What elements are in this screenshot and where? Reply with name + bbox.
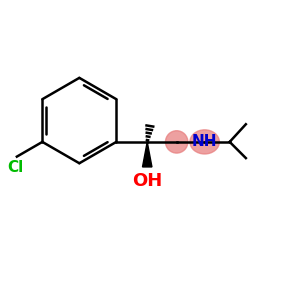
Ellipse shape [190, 130, 219, 154]
Circle shape [166, 131, 188, 153]
Text: NH: NH [192, 134, 218, 149]
Polygon shape [142, 142, 152, 167]
Text: OH: OH [132, 172, 162, 190]
Text: Cl: Cl [7, 160, 23, 175]
